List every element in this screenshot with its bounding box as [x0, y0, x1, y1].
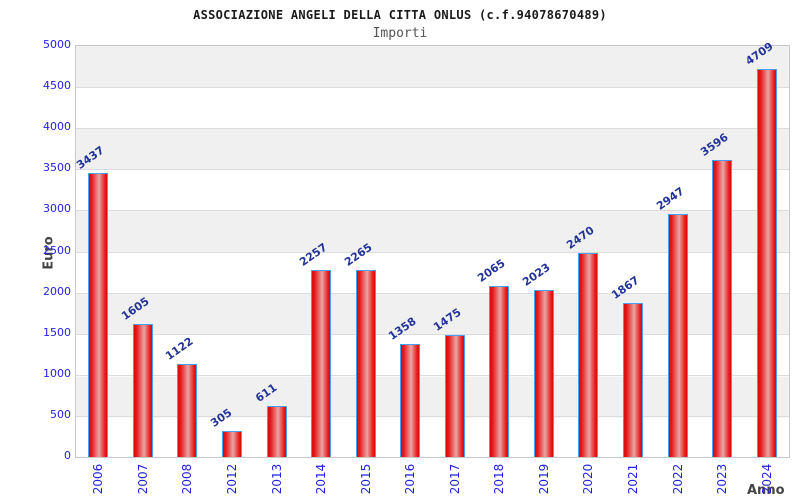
x-tick-label: 2013 [269, 463, 284, 495]
gridline [76, 333, 789, 335]
bar-2013 [266, 405, 287, 457]
x-tick-label: 2007 [135, 463, 150, 495]
gridline [76, 169, 789, 171]
gridline [76, 87, 789, 89]
bar-2012 [221, 430, 242, 457]
chart-subtitle: Importi [372, 26, 428, 41]
x-tick-label: 2021 [626, 463, 641, 495]
y-tick-label: 500 [50, 407, 71, 421]
bar-value-label: 2947 [653, 184, 687, 213]
plot-area: 3437 1605 1122 305 611 2257 2265 1358 1475 2065 20… [74, 40, 790, 458]
gridline [76, 374, 789, 376]
x-tick-label: 2019 [536, 463, 551, 495]
bar-2016 [400, 344, 421, 457]
y-tick-label: 5000 [43, 38, 71, 51]
bar-value-label: 2023 [520, 260, 553, 289]
y-tick-label: 2000 [43, 284, 71, 298]
x-tick-label: 2020 [581, 463, 596, 495]
x-tick-label: 2023 [715, 463, 730, 495]
gridline [76, 292, 789, 294]
bar-value-label: 2257 [297, 241, 330, 270]
y-tick-label: 0 [64, 449, 71, 462]
bar-2017 [444, 334, 465, 457]
x-tick-label: 2017 [447, 463, 462, 495]
bar-value-label: 4709 [742, 39, 776, 68]
bar-value-label: 2265 [341, 240, 375, 269]
bar-2015 [355, 269, 376, 457]
x-axis-label: Anno [747, 483, 785, 498]
bar-value-label: 1867 [609, 273, 642, 302]
x-tick-label: 2015 [358, 463, 373, 495]
y-axis-ticks: 0 500 1000 1500 2000 2500 3000 3500 4000 4500 5000 [0, 39, 71, 462]
x-tick-label: 2008 [180, 463, 195, 495]
bar-value-label: 3437 [74, 144, 107, 173]
y-tick-label: 4500 [43, 79, 71, 93]
y-tick-label: 3500 [43, 161, 71, 175]
bar-2024 [756, 68, 777, 457]
x-tick-label: 2018 [492, 463, 507, 495]
x-tick-label: 2022 [670, 463, 685, 495]
y-tick-label: 1000 [43, 366, 71, 380]
x-tick-label: 2014 [314, 463, 329, 495]
bar-value-label: 1122 [163, 334, 197, 363]
y-tick-label: 1500 [43, 325, 71, 339]
bar-2014 [311, 270, 332, 457]
bar-value-label: 2065 [475, 256, 509, 286]
x-tick-label: 2024 [759, 463, 774, 495]
bar-value-label: 611 [252, 380, 279, 405]
bar-value-label: 1358 [386, 314, 419, 344]
bar-2018 [489, 286, 510, 457]
gridline [76, 210, 789, 212]
y-tick-label: 3000 [43, 202, 71, 216]
bar-2022 [667, 213, 688, 457]
bar-value-label: 1475 [430, 305, 464, 334]
bar-2007 [132, 324, 153, 457]
bar-2008 [177, 363, 198, 457]
x-tick-label: 2006 [91, 463, 106, 495]
bar-value-label: 2470 [564, 223, 598, 252]
bar-2020 [578, 252, 599, 457]
bar-2021 [623, 302, 644, 457]
bar-2023 [712, 160, 733, 457]
gridline [76, 415, 789, 417]
gridline [76, 128, 789, 130]
y-tick-label: 2500 [43, 243, 71, 257]
bar-value-label: 3596 [698, 131, 731, 160]
y-tick-label: 4000 [43, 120, 71, 134]
bar-2006 [88, 173, 109, 457]
chart-title: ASSOCIAZIONE ANGELI DELLA CITTA ONLUS (c… [193, 8, 607, 22]
x-axis-ticks: 2006 2007 2008 2012 2013 2014 2015 2016 2017 2018… [75, 458, 790, 500]
bar-value-label: 1605 [118, 294, 152, 323]
bar-2019 [533, 289, 554, 457]
gridline [76, 251, 789, 253]
x-tick-label: 2012 [224, 463, 239, 495]
x-tick-label: 2016 [403, 463, 418, 495]
bar-value-label: 305 [208, 405, 235, 430]
